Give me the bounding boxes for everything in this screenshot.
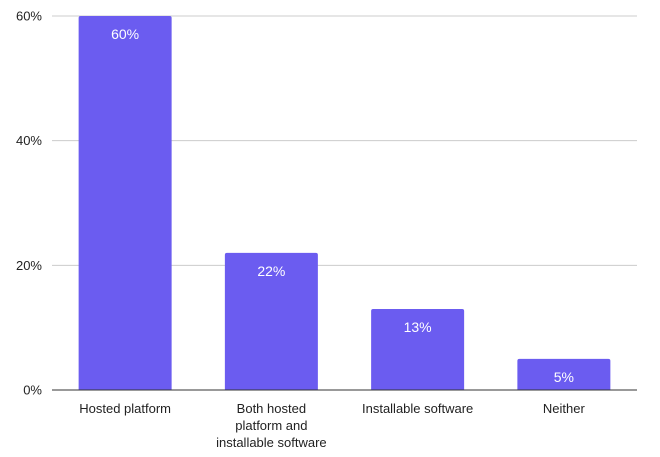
bar (517, 358, 611, 390)
bar-value-label: 5% (554, 369, 574, 385)
x-category-label: Installable software (362, 401, 473, 416)
bar (371, 308, 465, 390)
bars: 60% 22% 13% 5% (78, 16, 611, 390)
x-category-label: installable software (216, 435, 327, 450)
bar-value-label: 13% (404, 319, 432, 335)
x-category-label: Both hosted (237, 401, 306, 416)
bar (224, 252, 318, 390)
y-tick-label: 20% (16, 258, 42, 273)
y-tick-label: 0% (23, 383, 42, 398)
x-axis-labels: Hosted platform Both hosted platform and in… (79, 401, 585, 450)
y-tick-label: 40% (16, 133, 42, 148)
bar-value-label: 22% (257, 263, 285, 279)
bar (78, 16, 172, 390)
x-category-label: Neither (543, 401, 586, 416)
bar-value-label: 60% (111, 26, 139, 42)
x-category-label: platform and (235, 418, 307, 433)
y-tick-label: 60% (16, 9, 42, 24)
y-axis-ticks: 0% 20% 40% 60% (16, 9, 42, 398)
x-category-label: Hosted platform (79, 401, 171, 416)
